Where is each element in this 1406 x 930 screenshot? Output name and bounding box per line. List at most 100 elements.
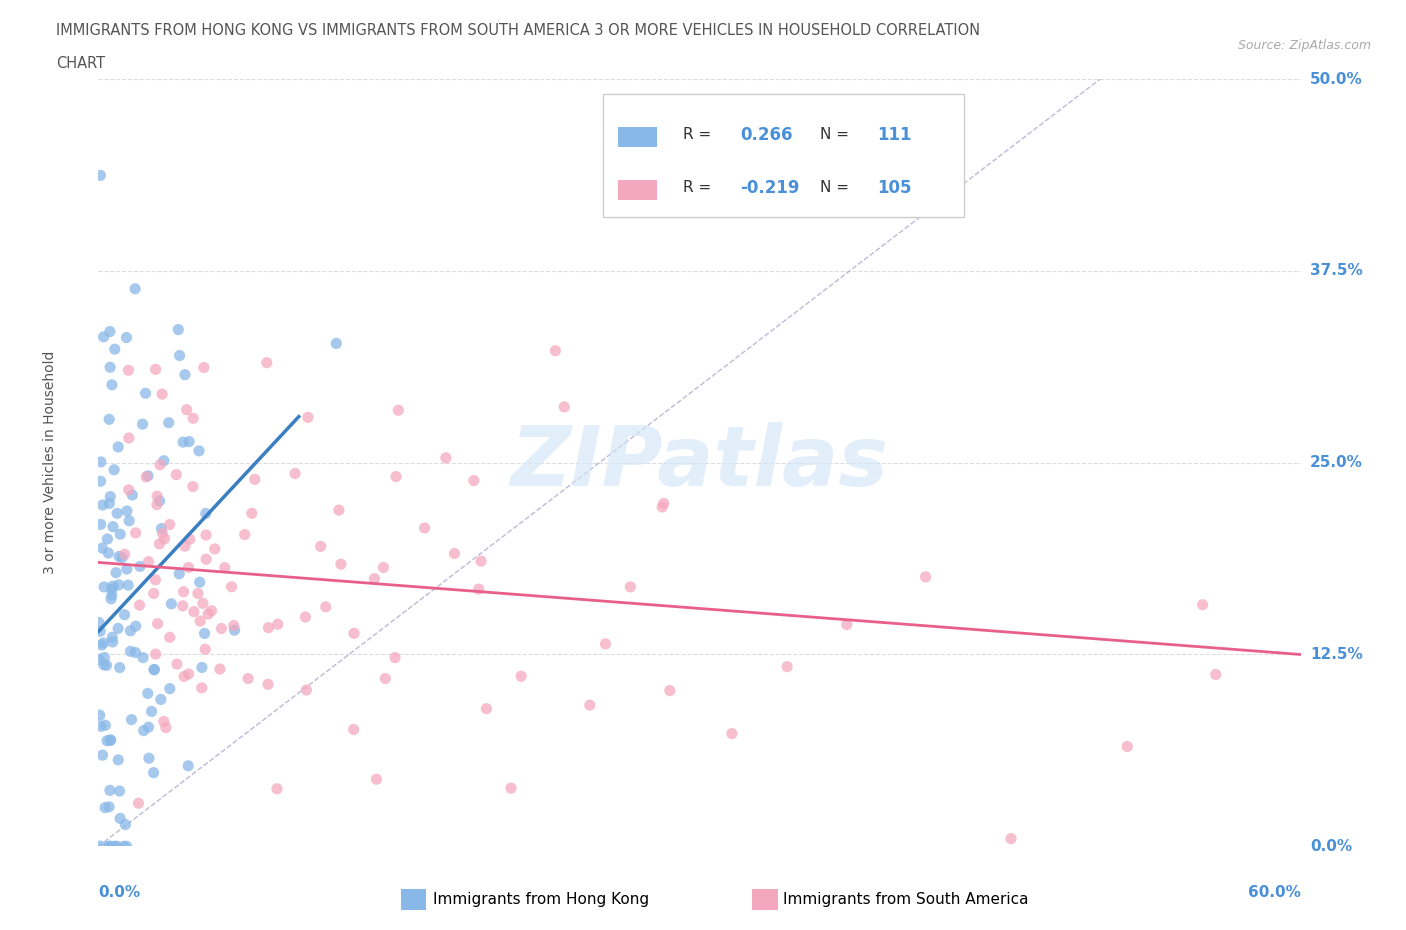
Point — [93, 579, 115, 594]
Point — [169, 348, 191, 363]
Text: IMMIGRANTS FROM HONG KONG VS IMMIGRANTS FROM SOUTH AMERICA 3 OR MORE VEHICLES IN: IMMIGRANTS FROM HONG KONG VS IMMIGRANTS … — [56, 23, 980, 38]
Point — [145, 362, 167, 377]
FancyBboxPatch shape — [603, 95, 965, 218]
Point — [297, 410, 319, 425]
Point — [148, 537, 170, 551]
Point — [98, 733, 121, 748]
Point — [87, 652, 110, 667]
Point — [652, 496, 675, 511]
Point — [131, 417, 153, 432]
Point — [112, 839, 135, 854]
Point — [434, 450, 457, 465]
Point — [97, 546, 120, 561]
Text: R =: R = — [683, 180, 716, 195]
Point — [98, 496, 121, 511]
Point — [89, 708, 111, 723]
Point — [177, 758, 200, 773]
Point — [363, 571, 385, 586]
Point — [384, 650, 406, 665]
Point — [385, 469, 408, 484]
Point — [132, 650, 155, 665]
Point — [413, 521, 436, 536]
Text: 37.5%: 37.5% — [1310, 263, 1362, 278]
Text: 3 or more Vehicles in Household: 3 or more Vehicles in Household — [44, 351, 58, 575]
Point — [145, 646, 167, 661]
Point — [150, 387, 173, 402]
Point — [107, 752, 129, 767]
Point — [108, 811, 131, 826]
Text: 105: 105 — [877, 179, 912, 196]
Point — [118, 431, 141, 445]
Point — [463, 473, 485, 488]
Point — [914, 569, 936, 584]
Point — [387, 403, 409, 418]
Point — [181, 479, 204, 494]
Point — [101, 634, 124, 649]
Point — [179, 434, 201, 449]
Point — [115, 839, 138, 854]
Text: N =: N = — [820, 180, 853, 195]
Point — [315, 600, 337, 615]
Point — [257, 620, 280, 635]
Point — [101, 578, 124, 593]
Point — [295, 683, 318, 698]
Point — [343, 722, 366, 737]
Point — [93, 329, 115, 344]
Point — [329, 557, 352, 572]
Text: Immigrants from South America: Immigrants from South America — [783, 892, 1029, 907]
Point — [100, 839, 122, 854]
Point — [190, 681, 212, 696]
Point — [651, 499, 673, 514]
Text: Source: ZipAtlas.com: Source: ZipAtlas.com — [1237, 39, 1371, 52]
Point — [108, 784, 131, 799]
Point — [475, 701, 498, 716]
Point — [138, 751, 160, 765]
Point — [101, 378, 124, 392]
Point — [96, 733, 118, 748]
Point — [89, 839, 111, 854]
Point — [173, 669, 195, 684]
Text: 111: 111 — [877, 126, 912, 144]
Point — [194, 642, 217, 657]
Point — [222, 618, 245, 633]
Point — [165, 467, 187, 482]
Point — [91, 748, 114, 763]
Point — [284, 466, 307, 481]
Point — [132, 724, 155, 738]
Point — [98, 360, 121, 375]
Point — [114, 607, 136, 622]
Point — [87, 615, 110, 630]
Point — [138, 720, 160, 735]
Point — [187, 586, 209, 601]
Point — [149, 692, 172, 707]
Point — [120, 644, 142, 658]
Point — [172, 434, 194, 449]
Point — [157, 416, 180, 431]
Point — [221, 579, 243, 594]
Point — [266, 781, 288, 796]
Point — [100, 588, 122, 603]
Point — [373, 560, 395, 575]
Point — [191, 660, 214, 675]
Point — [328, 502, 350, 517]
Point — [188, 575, 211, 590]
Point — [127, 796, 149, 811]
Point — [94, 800, 117, 815]
Point — [90, 517, 112, 532]
Point — [145, 572, 167, 587]
Point — [91, 498, 114, 512]
Point — [107, 621, 129, 636]
Point — [174, 367, 197, 382]
Point — [107, 440, 129, 455]
Point — [214, 560, 236, 575]
Point — [167, 566, 190, 581]
Point — [118, 483, 141, 498]
Text: R =: R = — [683, 127, 716, 142]
Point — [103, 462, 125, 477]
Text: ZIPatlas: ZIPatlas — [510, 422, 889, 503]
Point — [96, 658, 118, 672]
Point — [120, 623, 142, 638]
Point — [90, 473, 112, 488]
Point — [193, 360, 215, 375]
Point — [101, 582, 124, 597]
